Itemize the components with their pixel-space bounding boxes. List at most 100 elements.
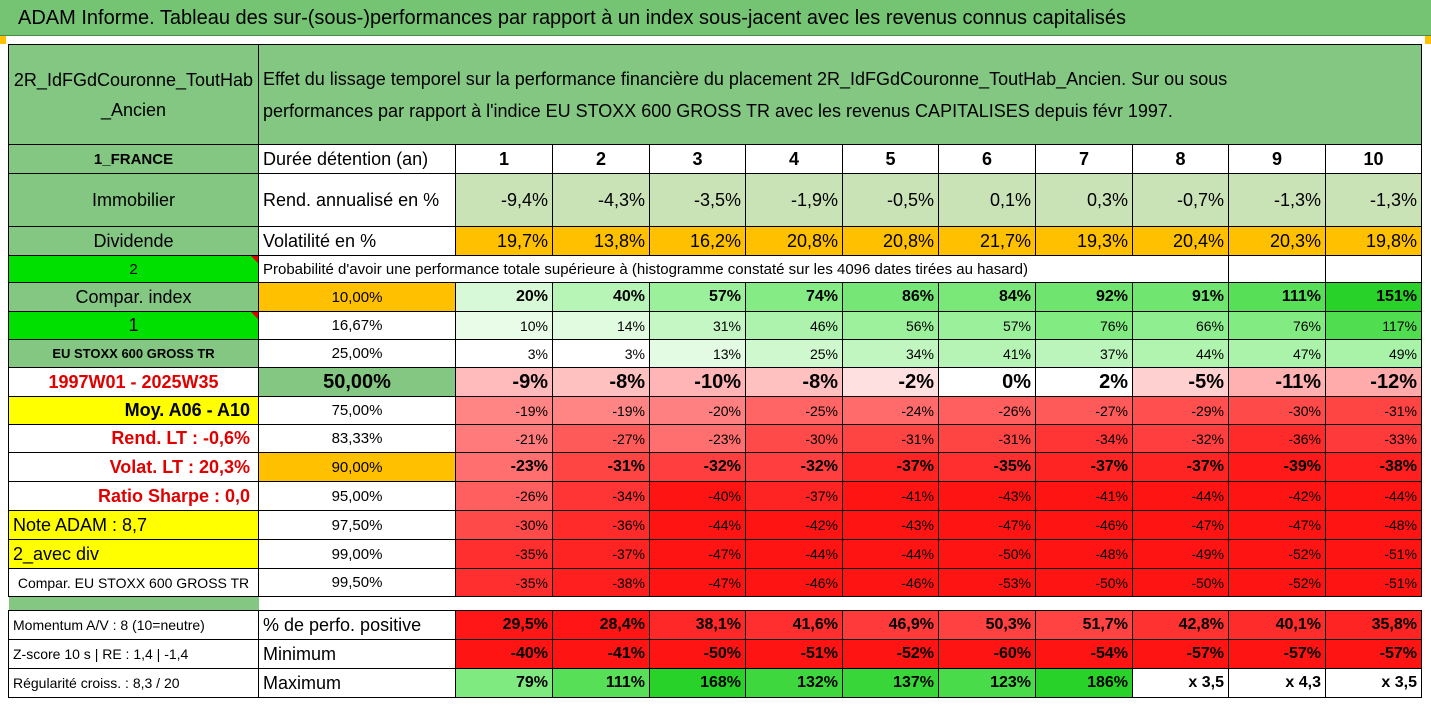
stats-value: 42,8% [1132, 610, 1229, 640]
quantile-value: -46% [1035, 510, 1133, 540]
description-line-1: Effet du lissage temporel sur la perform… [263, 68, 1228, 89]
spacer-row [8, 596, 1422, 611]
quantile-side-label: Volat. LT : 20,3% [8, 452, 259, 482]
spacer-blank [259, 597, 1422, 611]
quantile-value: -32% [649, 452, 746, 482]
quantile-value: -46% [842, 568, 939, 597]
quantile-value: -19% [455, 396, 553, 425]
stats-side-label: Régularité croiss. : 8,3 / 20 [8, 668, 259, 698]
year-header-10: 10 [1325, 144, 1422, 174]
stats-value: 29,5% [455, 610, 553, 640]
quantile-value: -35% [455, 539, 553, 569]
year-header-9: 9 [1228, 144, 1326, 174]
quantile-value: -50% [938, 539, 1036, 569]
volatility-7: 19,3% [1035, 226, 1133, 256]
stats-value: 28,4% [552, 610, 650, 640]
quantile-value: -32% [1132, 424, 1229, 453]
quantile-value: 46% [745, 311, 843, 340]
year-header-1: 1 [455, 144, 553, 174]
fund-name: 2R_IdFGdCouronne_ToutHab_Ancien [8, 44, 259, 145]
quantile-level: 95,00% [258, 481, 456, 511]
quantile-value: 2% [1035, 367, 1133, 397]
quantile-value: -5% [1132, 367, 1229, 397]
annual-return-10: -1,3% [1325, 173, 1422, 227]
probability-header: Probabilité d'avoir une performance tota… [258, 255, 1229, 283]
quantile-value: -19% [552, 396, 650, 425]
quantile-value: 111% [1228, 282, 1326, 312]
quantile-value: -30% [1228, 396, 1326, 425]
stats-value: 50,3% [938, 610, 1036, 640]
option-number-2: 2 [8, 255, 259, 283]
stats-value: -52% [842, 639, 939, 669]
stats-value: -50% [649, 639, 746, 669]
quantile-value: -23% [455, 452, 553, 482]
quantile-value: -27% [1035, 396, 1133, 425]
quantile-level: 25,00% [258, 339, 456, 368]
quantile-value: 56% [842, 311, 939, 340]
quantile-level: 97,50% [258, 510, 456, 540]
quantile-side-label: Rend. LT : -0,6% [8, 424, 259, 453]
quantile-value: 92% [1035, 282, 1133, 312]
quantile-value: -47% [1132, 510, 1229, 540]
stats-value: 168% [649, 668, 746, 698]
quantile-value: 3% [552, 339, 650, 368]
report-title: ADAM Informe. Tableau des sur-(sous-)per… [0, 0, 1431, 36]
quantile-level: 83,33% [258, 424, 456, 453]
quantile-section: Compar. index 10,00% 20% 40% 57% 74% 86% 84% 92%… [8, 282, 1422, 597]
quantile-value: -40% [649, 481, 746, 511]
quantile-side-label: Ratio Sharpe : 0,0 [8, 481, 259, 511]
stats-row: Régularité croiss. : 8,3 / 20 Maximum 79% 1… [8, 668, 1422, 698]
quantile-row: Rend. LT : -0,6% 83,33% -21% -27% -23% -30% -3… [8, 424, 1422, 453]
quantile-value: 31% [649, 311, 746, 340]
quantile-value: -2% [842, 367, 939, 397]
fund-description: Effet du lissage temporel sur la perform… [258, 44, 1422, 145]
quantile-value: -21% [455, 424, 553, 453]
stats-value: 132% [745, 668, 843, 698]
quantile-value: 41% [938, 339, 1036, 368]
quantile-value: -48% [1035, 539, 1133, 569]
annual-return-5: -0,5% [842, 173, 939, 227]
stats-row: Momentum A/V : 8 (10=neutre)% de perfo. … [8, 610, 1422, 640]
quantile-side-label: Compar. EU STOXX 600 GROSS TR [8, 568, 259, 597]
quantile-value: -42% [1228, 481, 1326, 511]
quantile-value: 117% [1325, 311, 1422, 340]
quantile-row: Compar. index 10,00% 20% 40% 57% 74% 86% 84% 92%… [8, 282, 1422, 312]
quantile-side-label: Note ADAM : 8,7 [8, 510, 259, 540]
quantile-row: 1 16,67% 10% 14% 31% 46% 56% 57% 76% 66% 76% 117% [8, 311, 1422, 340]
quantile-value: -47% [649, 568, 746, 597]
quantile-value: -38% [552, 568, 650, 597]
quantile-value: -20% [649, 396, 746, 425]
probability-header-blank-9 [1228, 255, 1326, 283]
year-header-6: 6 [938, 144, 1036, 174]
quantile-value: -32% [745, 452, 843, 482]
volatility-4: 20,8% [745, 226, 843, 256]
quantile-level: 75,00% [258, 396, 456, 425]
volatility-row: Dividende Volatilité en % 19,7% 13,8% 16,2… [8, 226, 1422, 256]
stats-value: 111% [552, 668, 650, 698]
stats-value: -57% [1228, 639, 1326, 669]
stats-value: 35,8% [1325, 610, 1422, 640]
stats-value: -40% [455, 639, 553, 669]
quantile-value: -34% [552, 481, 650, 511]
stats-value: 186% [1035, 668, 1133, 698]
stats-value: -57% [1325, 639, 1422, 669]
quantile-value: -37% [1132, 452, 1229, 482]
quantile-value: 25% [745, 339, 843, 368]
quantile-row: 1997W01 - 2025W35 50,00% -9% -8% -10% -8% -2% 0… [8, 367, 1422, 397]
quantile-level: 99,50% [258, 568, 456, 597]
quantile-value: -36% [552, 510, 650, 540]
probability-header-blank-10 [1325, 255, 1422, 283]
quantile-value: -31% [842, 424, 939, 453]
quantile-value: -44% [1132, 481, 1229, 511]
asset-type-label: Immobilier [8, 173, 259, 227]
corner-marker-right [1425, 36, 1431, 44]
stats-value: -41% [552, 639, 650, 669]
probability-header-row: 2 Probabilité d'avoir une performance to… [8, 255, 1422, 283]
stats-label: % de perfo. positive [258, 610, 456, 640]
volatility-1: 19,7% [455, 226, 553, 256]
quantile-value: -43% [938, 481, 1036, 511]
quantile-value: 84% [938, 282, 1036, 312]
annual-return-row: Immobilier Rend. annualisé en % -9,4% -4,… [8, 173, 1422, 227]
volatility-5: 20,8% [842, 226, 939, 256]
quantile-value: 86% [842, 282, 939, 312]
